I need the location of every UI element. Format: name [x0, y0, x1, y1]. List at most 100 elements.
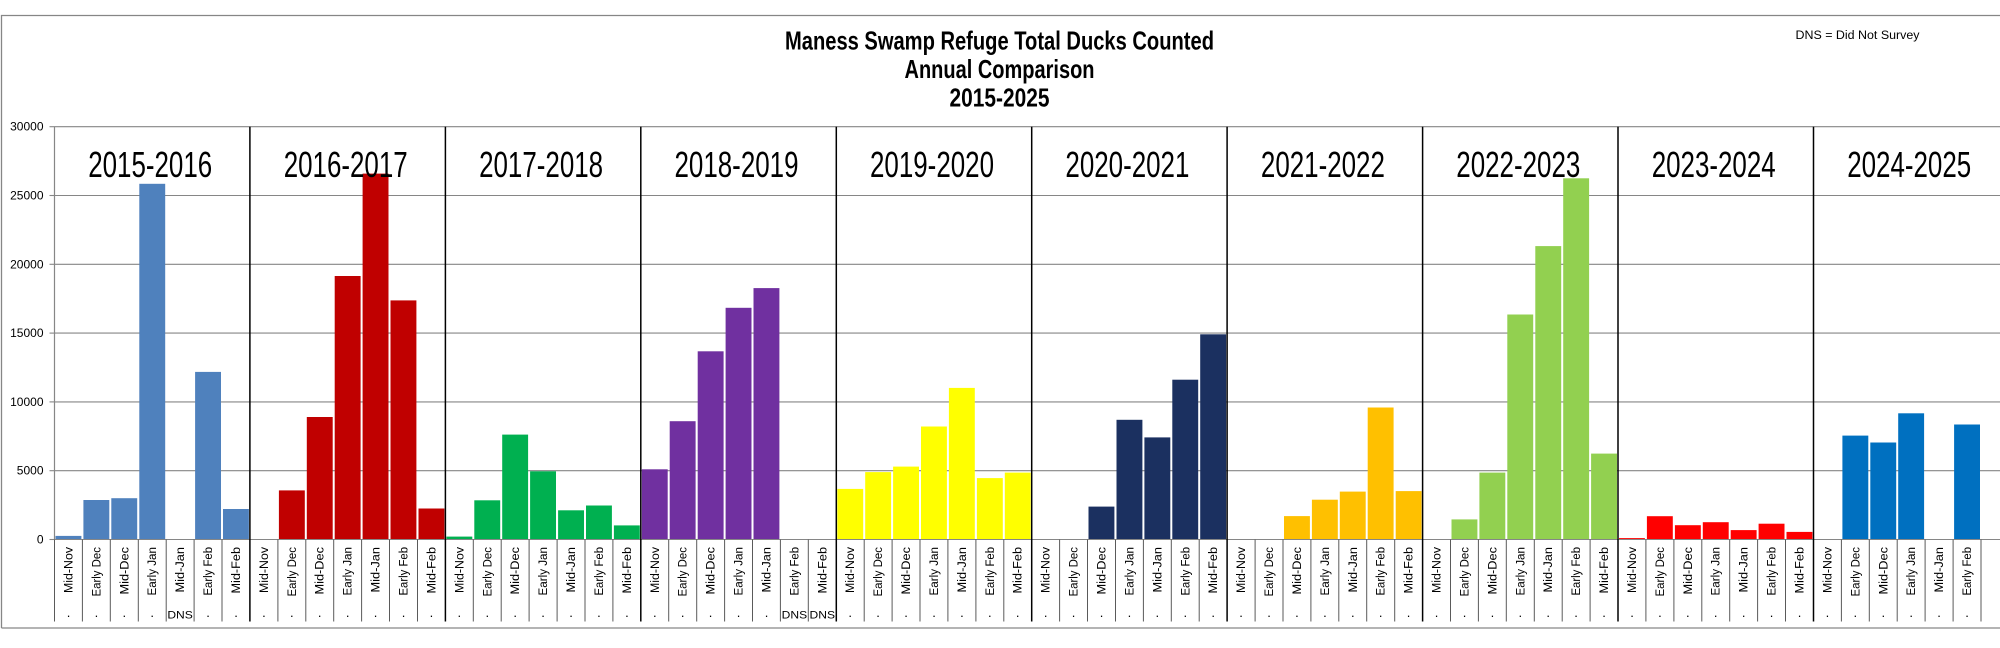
svg-text:Early Jan: Early Jan	[538, 547, 550, 596]
svg-text:2024-2025: 2024-2025	[1847, 144, 1971, 185]
svg-text:.: .	[1463, 605, 1467, 620]
svg-text:.: .	[1770, 605, 1774, 620]
svg-text:Mid-Jan: Mid-Jan	[1543, 547, 1555, 593]
svg-text:.: .	[1379, 605, 1383, 620]
svg-text:.: .	[513, 605, 517, 620]
svg-text:.: .	[234, 605, 238, 620]
svg-text:10000: 10000	[10, 395, 44, 409]
svg-text:.: .	[1100, 605, 1104, 620]
svg-text:.: .	[1965, 605, 1969, 620]
svg-text:Mid-Feb: Mid-Feb	[1013, 547, 1025, 594]
svg-text:.: .	[206, 605, 210, 620]
svg-text:.: .	[1714, 605, 1718, 620]
svg-text:.: .	[457, 605, 461, 620]
svg-text:Early Feb: Early Feb	[203, 547, 215, 596]
svg-text:.: .	[1267, 605, 1271, 620]
svg-text:Mid-Jan: Mid-Jan	[1934, 547, 1946, 593]
svg-text:.: .	[1909, 605, 1913, 620]
svg-text:.: .	[1128, 605, 1132, 620]
svg-text:.: .	[430, 605, 434, 620]
svg-text:2019-2020: 2019-2020	[870, 144, 994, 185]
svg-text:.: .	[681, 605, 685, 620]
svg-text:Mid-Jan: Mid-Jan	[762, 547, 774, 593]
svg-text:Mid-Feb: Mid-Feb	[622, 547, 634, 594]
svg-text:.: .	[1016, 605, 1020, 620]
svg-text:.: .	[1351, 605, 1355, 620]
svg-text:.: .	[904, 605, 908, 620]
svg-text:Mid-Nov: Mid-Nov	[1041, 547, 1053, 593]
svg-text:Mid-Dec: Mid-Dec	[901, 547, 913, 595]
svg-text:.: .	[876, 605, 880, 620]
svg-text:Early Dec: Early Dec	[482, 547, 494, 597]
svg-text:DNS: DNS	[782, 610, 808, 622]
svg-text:.: .	[1435, 605, 1439, 620]
svg-text:.: .	[374, 605, 378, 620]
svg-text:2020-2021: 2020-2021	[1065, 144, 1189, 185]
svg-text:.: .	[1881, 605, 1885, 620]
svg-text:DNS: DNS	[167, 610, 193, 622]
svg-text:Early Jan: Early Jan	[1711, 547, 1723, 596]
svg-text:Mid-Dec: Mid-Dec	[1292, 547, 1304, 595]
svg-text:.: .	[1798, 605, 1802, 620]
svg-text:.: .	[67, 605, 71, 620]
svg-text:15000: 15000	[10, 326, 44, 340]
svg-text:Mid-Dec: Mid-Dec	[1878, 547, 1890, 595]
svg-text:Annual Comparison: Annual Comparison	[905, 56, 1095, 84]
svg-text:Early Jan: Early Jan	[1320, 547, 1332, 596]
svg-text:Early Dec: Early Dec	[873, 547, 885, 597]
svg-text:Mid-Dec: Mid-Dec	[1097, 547, 1109, 595]
svg-text:Mid-Feb: Mid-Feb	[1795, 547, 1807, 594]
svg-text:.: .	[597, 605, 601, 620]
svg-text:.: .	[1658, 605, 1662, 620]
svg-text:Early Dec: Early Dec	[678, 547, 690, 597]
svg-text:.: .	[95, 605, 99, 620]
svg-text:.: .	[1630, 605, 1634, 620]
svg-text:.: .	[569, 605, 573, 620]
svg-text:.: .	[1211, 605, 1215, 620]
svg-text:.: .	[1183, 605, 1187, 620]
svg-text:20000: 20000	[10, 257, 44, 271]
svg-text:.: .	[1937, 605, 1941, 620]
svg-text:.: .	[318, 605, 322, 620]
svg-text:Mid-Dec: Mid-Dec	[510, 547, 522, 595]
svg-text:.: .	[988, 605, 992, 620]
svg-text:Mid-Nov: Mid-Nov	[1432, 547, 1444, 593]
svg-text:Maness Swamp Refuge Total Duck: Maness Swamp Refuge Total Ducks Counted	[785, 28, 1214, 56]
svg-text:Mid-Nov: Mid-Nov	[259, 547, 271, 593]
svg-text:Mid-Jan: Mid-Jan	[566, 547, 578, 593]
svg-text:.: .	[1742, 605, 1746, 620]
svg-text:Mid-Jan: Mid-Jan	[957, 547, 969, 593]
svg-text:Mid-Jan: Mid-Jan	[1348, 547, 1360, 593]
svg-text:Mid-Dec: Mid-Dec	[706, 547, 718, 595]
svg-text:.: .	[122, 605, 126, 620]
svg-text:25000: 25000	[10, 189, 44, 203]
svg-text:.: .	[737, 605, 741, 620]
svg-text:.: .	[1295, 605, 1299, 620]
svg-text:.: .	[1826, 605, 1830, 620]
svg-text:2022-2023: 2022-2023	[1456, 144, 1580, 185]
svg-text:.: .	[262, 605, 266, 620]
svg-text:Early Dec: Early Dec	[287, 547, 299, 597]
svg-text:Mid-Dec: Mid-Dec	[1487, 547, 1499, 595]
svg-text:.: .	[1044, 605, 1048, 620]
svg-text:Mid-Feb: Mid-Feb	[231, 547, 243, 594]
svg-text:Early Feb: Early Feb	[594, 547, 606, 596]
svg-text:Mid-Nov: Mid-Nov	[1627, 547, 1639, 593]
svg-text:Early Feb: Early Feb	[985, 547, 997, 596]
svg-text:5000: 5000	[17, 464, 44, 478]
svg-text:Mid-Feb: Mid-Feb	[1599, 547, 1611, 594]
svg-text:.: .	[709, 605, 713, 620]
svg-text:Early Jan: Early Jan	[343, 547, 355, 596]
svg-text:.: .	[653, 605, 657, 620]
svg-text:Mid-Feb: Mid-Feb	[817, 547, 829, 594]
svg-text:Mid-Feb: Mid-Feb	[426, 547, 438, 594]
svg-text:Early Dec: Early Dec	[1655, 547, 1667, 597]
svg-text:Early Feb: Early Feb	[399, 547, 411, 596]
svg-text:30000: 30000	[10, 120, 44, 134]
svg-text:Early Feb: Early Feb	[1962, 547, 1974, 596]
svg-text:Early Dec: Early Dec	[91, 547, 103, 597]
svg-text:.: .	[932, 605, 936, 620]
svg-text:Mid-Dec: Mid-Dec	[1683, 547, 1695, 595]
svg-text:Early Dec: Early Dec	[1850, 547, 1862, 597]
svg-text:Early Dec: Early Dec	[1460, 547, 1472, 597]
